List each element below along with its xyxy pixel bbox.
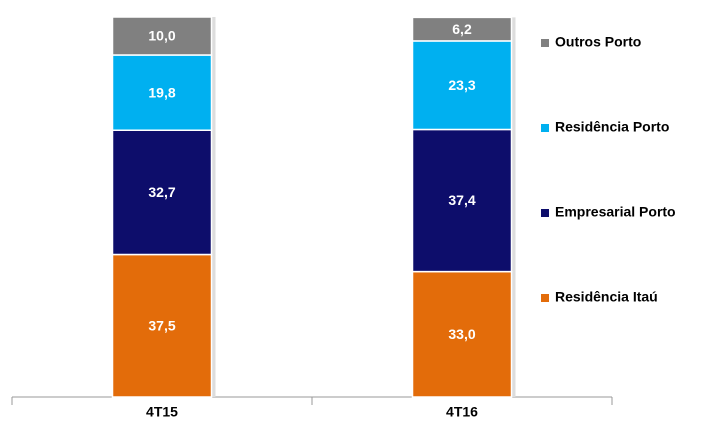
legend-swatch — [541, 209, 549, 217]
value-label: 10,0 — [148, 28, 175, 44]
x-tick-label: 4T15 — [146, 404, 178, 420]
value-label: 37,4 — [448, 192, 475, 208]
legend-label: Residência Itaú — [555, 289, 658, 305]
legend-swatch — [541, 39, 549, 47]
value-label: 6,2 — [452, 21, 472, 37]
x-tick-label: 4T16 — [446, 404, 478, 420]
bar-segment — [111, 129, 213, 256]
legend-label: Empresarial Porto — [555, 204, 676, 220]
value-label: 23,3 — [448, 77, 475, 93]
bar-segment — [411, 128, 513, 273]
bar-segment — [111, 253, 213, 398]
legend-swatch — [541, 294, 549, 302]
bar-segment — [411, 270, 513, 398]
legend-label: Outros Porto — [555, 34, 641, 50]
bar-segment — [111, 16, 213, 56]
value-label: 32,7 — [148, 184, 175, 200]
value-label: 37,5 — [148, 317, 175, 333]
value-label: 33,0 — [448, 326, 475, 342]
bar-segment — [411, 40, 513, 131]
bar-segment — [111, 54, 213, 131]
legend-label: Residência Porto — [555, 119, 669, 135]
value-label: 19,8 — [148, 84, 175, 100]
legend-swatch — [541, 124, 549, 132]
bar-segment — [411, 16, 513, 42]
